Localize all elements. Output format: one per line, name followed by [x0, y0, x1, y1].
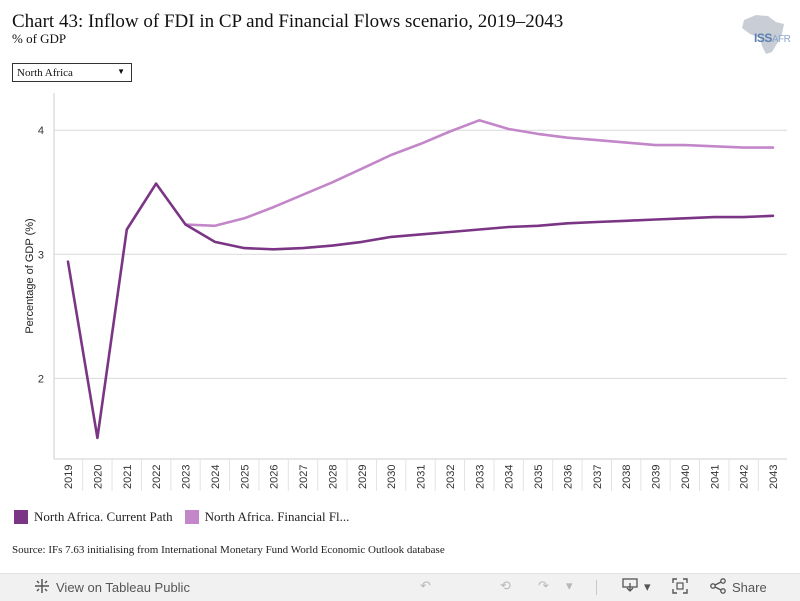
x-tick-label: 2041	[709, 465, 721, 489]
legend-swatch-current-path	[14, 510, 28, 524]
x-tick-label: 2039	[651, 465, 663, 489]
x-tick-label: 2032	[445, 465, 457, 489]
caret-down-icon: ▾	[566, 578, 573, 593]
y-tick-label: 4	[38, 125, 44, 137]
tableau-logo-icon	[34, 578, 50, 597]
x-tick-label: 2043	[768, 465, 780, 489]
x-tick-label: 2022	[151, 465, 163, 489]
x-tick-label: 2030	[386, 465, 398, 489]
legend-item-financial-flows[interactable]: North Africa. Financial Fl...	[184, 509, 350, 525]
legend-swatch-financial-flows	[184, 510, 199, 524]
legend-label-financial-flows: North Africa. Financial Fl...	[204, 509, 350, 524]
redo-menu-button[interactable]: ▾	[566, 578, 573, 594]
undo-icon: ↶	[420, 578, 431, 593]
fullscreen-button[interactable]	[672, 578, 688, 597]
series-line-financial-flows	[184, 119, 775, 228]
share-button[interactable]: Share	[710, 578, 767, 597]
x-tick-label: 2024	[210, 465, 222, 489]
africa-map-logo-icon	[742, 15, 784, 54]
x-tick-label: 2035	[533, 465, 545, 489]
view-on-tableau-label: View on Tableau Public	[56, 580, 190, 595]
caret-down-icon: ▾	[644, 578, 651, 594]
x-tick-label: 2021	[122, 465, 134, 489]
x-tick-label: 2034	[504, 465, 516, 489]
x-tick-label: 2023	[181, 465, 193, 489]
region-filter-dropdown[interactable]: North Africa ▼	[12, 63, 132, 82]
chart-title: Chart 43: Inflow of FDI in CP and Financ…	[12, 11, 564, 32]
share-label: Share	[732, 580, 767, 595]
x-tick-label: 2031	[416, 465, 428, 489]
legend: North Africa. Current Path North Africa.…	[14, 509, 349, 525]
download-icon	[622, 578, 638, 595]
x-tick-label: 2019	[63, 465, 75, 489]
undo-button[interactable]: ↶	[420, 578, 431, 594]
x-tick-label: 2029	[357, 465, 369, 489]
fullscreen-icon	[672, 578, 688, 597]
x-tick-label: 2040	[680, 465, 692, 489]
revert-button[interactable]: ⟲	[500, 578, 511, 594]
y-tick-label: 2	[38, 373, 44, 385]
view-on-tableau-button[interactable]: View on Tableau Public	[34, 578, 190, 597]
iss-logo: ISSAFR	[754, 31, 791, 45]
revert-icon: ⟲	[500, 578, 511, 593]
x-tick-label: 2042	[739, 465, 751, 489]
x-tick-label: 2028	[327, 465, 339, 489]
region-filter-value: North Africa	[17, 67, 73, 79]
x-tick-label: 2025	[239, 465, 251, 489]
share-icon	[710, 578, 726, 597]
tableau-toolbar: View on Tableau Public ↶ ⟲ ↷ ▾ ▾ Share	[0, 573, 800, 601]
x-tick-label: 2020	[92, 465, 104, 489]
legend-label-current-path: North Africa. Current Path	[34, 509, 173, 524]
series-line-current-path	[66, 182, 775, 440]
x-tick-label: 2037	[592, 465, 604, 489]
x-tick-label: 2033	[474, 465, 486, 489]
x-tick-label: 2026	[269, 465, 281, 489]
chevron-down-icon: ▼	[117, 67, 125, 76]
x-tick-label: 2036	[562, 465, 574, 489]
toolbar-divider	[596, 580, 597, 595]
line-chart: 2 3 4 Percentage of GDP (%) 2019 2020 2021 2022…	[24, 93, 787, 491]
legend-item-current-path[interactable]: North Africa. Current Path	[14, 509, 173, 525]
redo-button[interactable]: ↷	[538, 578, 549, 594]
y-tick-label: 3	[38, 249, 44, 261]
y-axis-label: Percentage of GDP (%)	[24, 218, 36, 333]
x-tick-label: 2038	[621, 465, 633, 489]
download-button[interactable]: ▾	[622, 578, 651, 595]
x-tick-label: 2027	[298, 465, 310, 489]
chart-subtitle: % of GDP	[12, 31, 67, 46]
redo-icon: ↷	[538, 578, 549, 593]
source-note: Source: IFs 7.63 initialising from Inter…	[12, 544, 445, 556]
